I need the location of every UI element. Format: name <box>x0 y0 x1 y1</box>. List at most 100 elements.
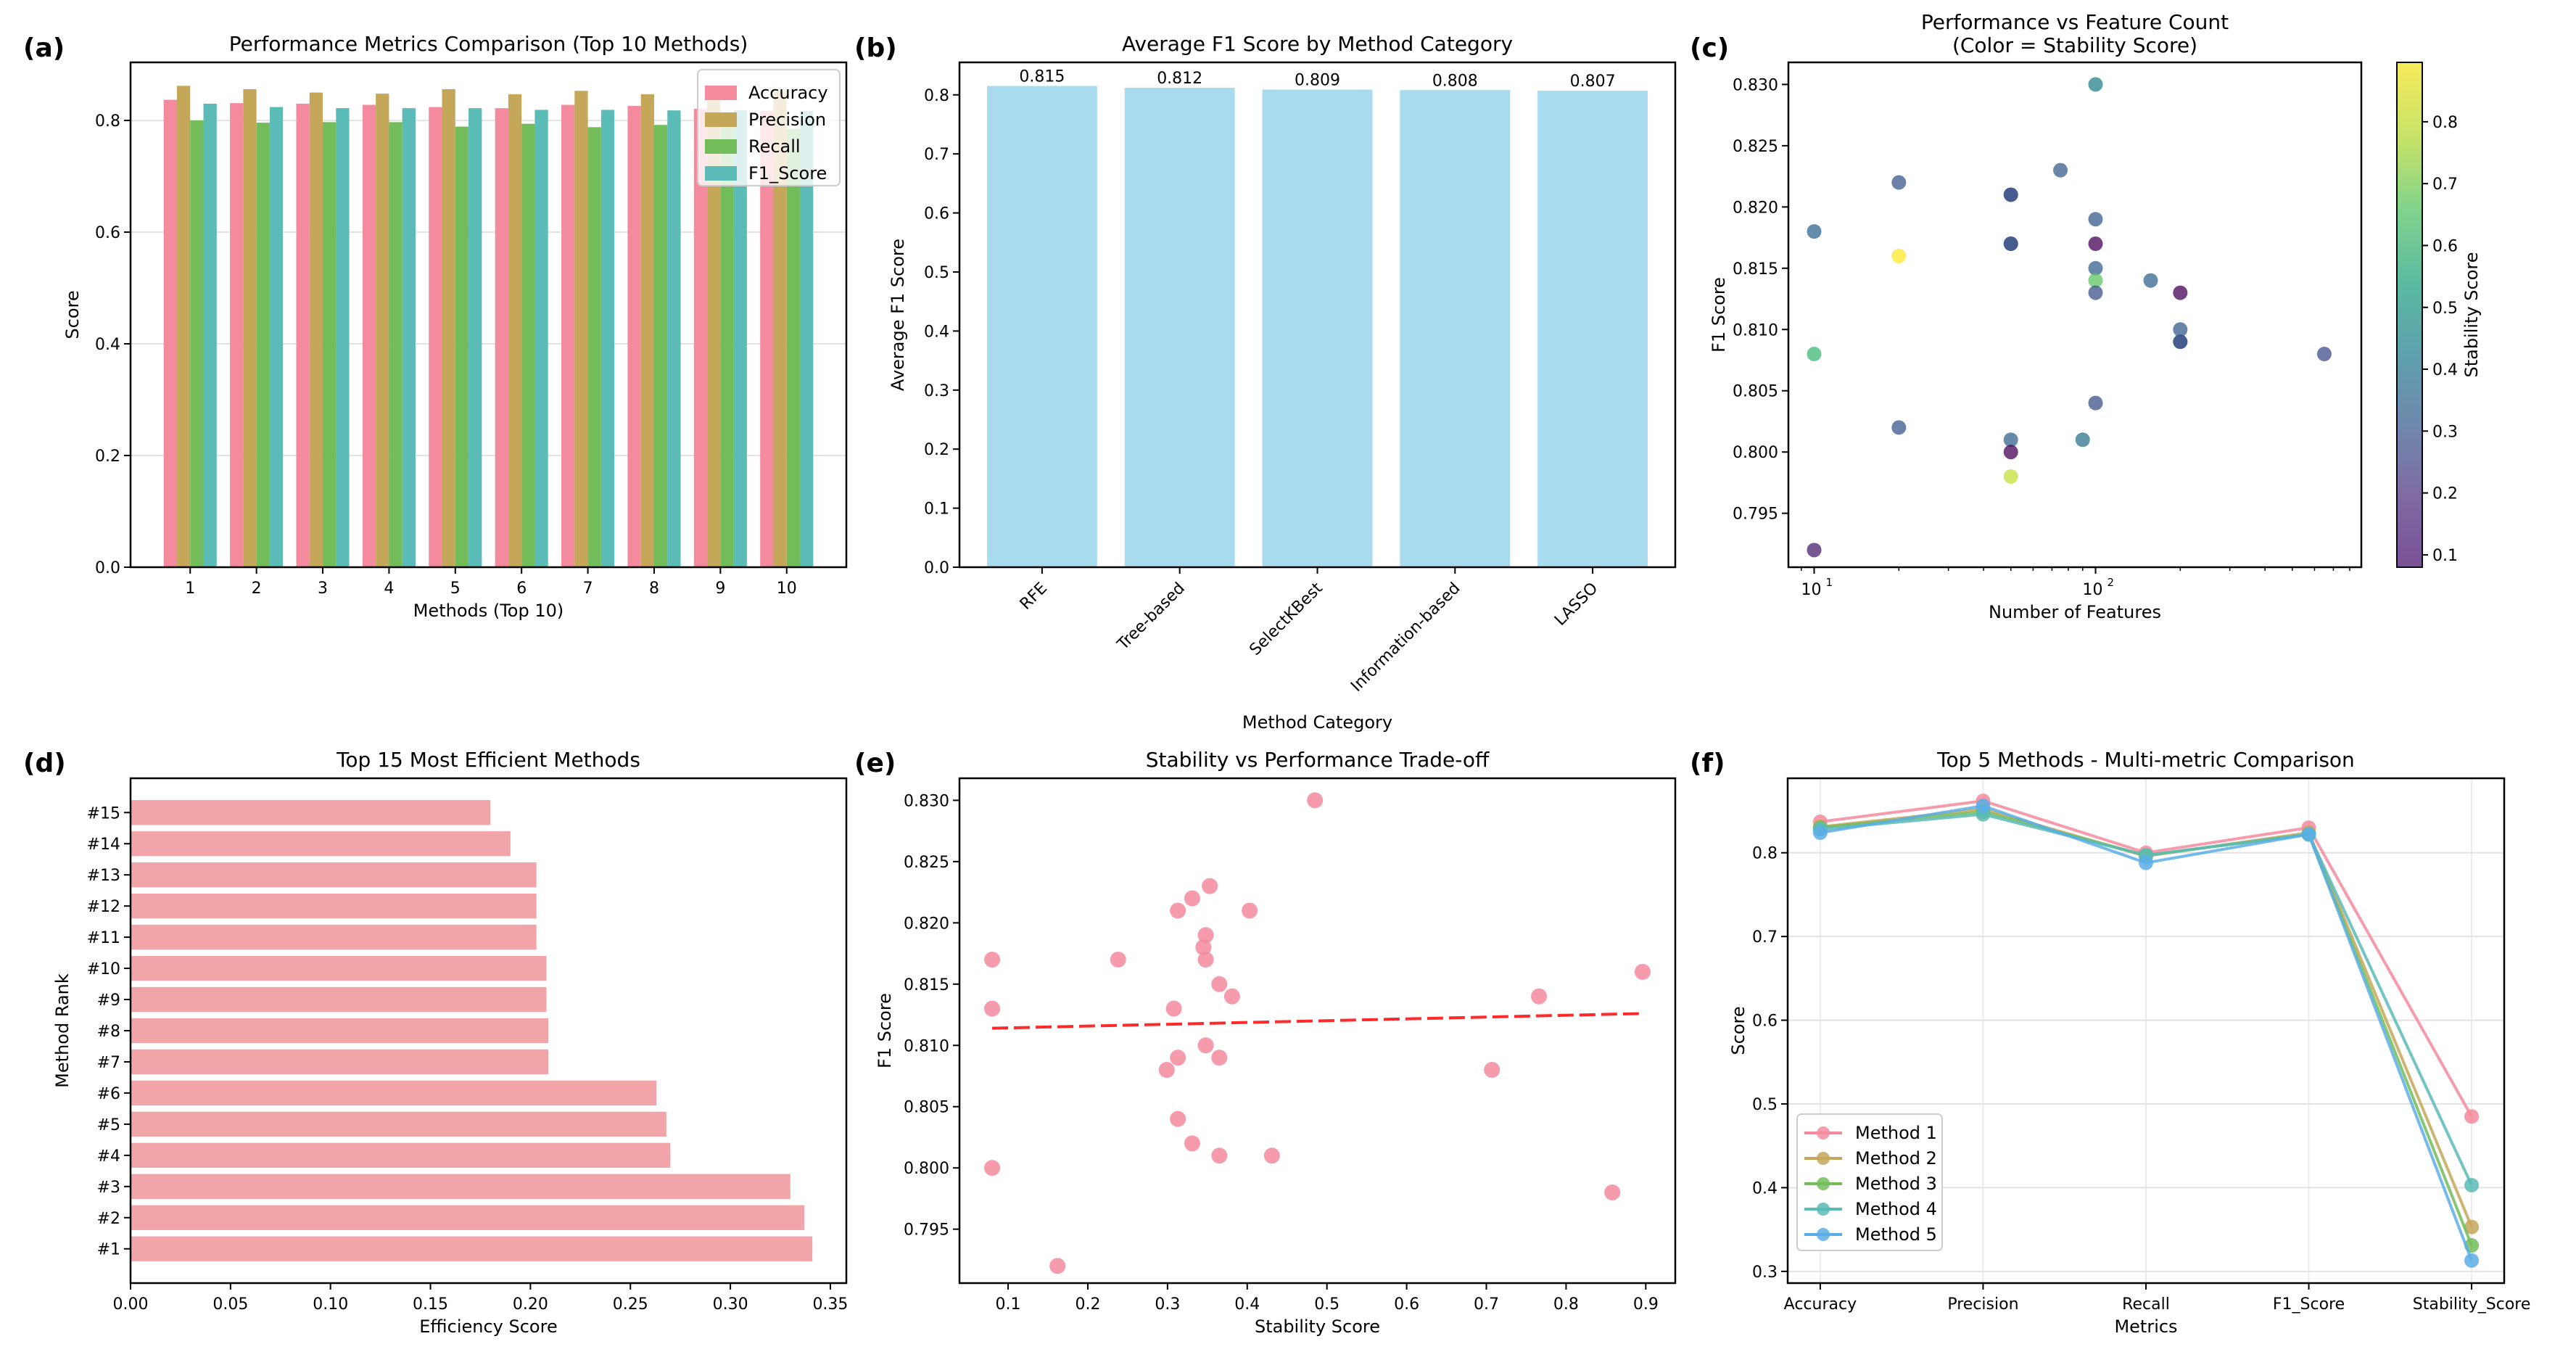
bar-value-label: 0.809 <box>1295 71 1340 89</box>
x-tick-label: 7 <box>583 580 593 598</box>
legend-label-recall: Recall <box>748 136 801 157</box>
bar-f1_score-8 <box>667 110 681 567</box>
x-tick-label: 10 <box>777 580 797 598</box>
y-tick-label: 0.4 <box>924 323 949 341</box>
panel-d-efficiency: #1 #2 #3 #4 #5 #6 #7 #8 #9 #10 #11 #12 #13 #14 #15 0.00… <box>52 748 848 1337</box>
scatter-point <box>1211 976 1228 992</box>
bar-recall-4 <box>389 122 402 568</box>
y-tick-label: 0.830 <box>1733 76 1778 94</box>
bar-rank-13 <box>131 862 537 888</box>
bar-precision-3 <box>309 92 323 568</box>
bar-recall-9 <box>720 126 734 568</box>
colorbar-tick-label: 0.1 <box>2432 547 2458 565</box>
bar-accuracy-3 <box>296 103 310 567</box>
colorbar-tick-label: 0.8 <box>2432 114 2458 132</box>
scatter-point <box>1110 952 1126 968</box>
x-tick-label: 0.2 <box>1075 1295 1100 1314</box>
bar-value-label: 0.815 <box>1019 68 1065 86</box>
y-tick-label: 0.4 <box>95 336 120 354</box>
y-tick-label: 0.810 <box>904 1037 949 1055</box>
panel-e-stability-tradeoff: 0.795 0.800 0.805 0.810 0.815 0.820 0.825 0.830… <box>875 748 1677 1337</box>
series-marker-method-5 <box>1812 825 1828 841</box>
series-marker-method-5 <box>1976 799 1991 814</box>
x-tick-label: 0.00 <box>113 1295 149 1314</box>
bar-f1_score-3 <box>336 108 350 567</box>
bar-recall-3 <box>323 122 337 568</box>
bar-f1_score-6 <box>534 110 548 567</box>
y-tick-label: #5 <box>97 1116 120 1134</box>
legend-swatch-recall <box>705 139 737 154</box>
bar-rank-5 <box>131 1111 666 1137</box>
axes-frame <box>958 61 1677 569</box>
x-tick-label: 0.8 <box>1553 1295 1579 1314</box>
y-tick-label: #4 <box>97 1147 120 1166</box>
bar-recall-2 <box>256 123 270 567</box>
scatter-point <box>1158 1062 1175 1079</box>
bar-rank-10 <box>131 955 547 981</box>
series-marker-method-5 <box>2464 1253 2480 1268</box>
bar-tree-based <box>1124 88 1235 567</box>
x-tick-label: 0.1 <box>996 1295 1021 1314</box>
x-tick-label: Recall <box>2122 1295 2170 1314</box>
bar-precision-8 <box>640 94 654 567</box>
y-tick-label: 0.830 <box>904 792 949 810</box>
x-tick-label: 0.25 <box>613 1295 648 1314</box>
legend-label-precision: Precision <box>748 110 826 130</box>
bar-value-label: 0.807 <box>1570 73 1616 91</box>
colorbar-tick-label: 0.5 <box>2432 300 2458 318</box>
legend-label-method-1: Method 1 <box>1855 1123 1937 1143</box>
y-tick-label: #14 <box>87 836 120 854</box>
scatter-point <box>1807 543 1822 558</box>
y-tick-label: #2 <box>97 1210 120 1228</box>
bar-recall-5 <box>455 126 469 568</box>
bar-accuracy-7 <box>561 104 575 567</box>
scatter-point <box>2173 334 2188 350</box>
y-tick-label: 0.5 <box>1752 1096 1778 1114</box>
scatter-point <box>1223 988 1240 1005</box>
bar-accuracy-4 <box>362 104 376 567</box>
x-tick-label: RFE <box>1017 580 1051 614</box>
scatter-point <box>1604 1184 1621 1200</box>
x-tick-label: 0.9 <box>1633 1295 1659 1314</box>
bar-f1_score-9 <box>733 110 747 567</box>
y-tick-label: 0.6 <box>924 205 949 223</box>
scatter-point <box>2143 273 2158 288</box>
x-tick-label: 2 <box>252 580 262 598</box>
bar-f1_score-7 <box>600 110 615 567</box>
legend-swatch-precision <box>705 112 737 127</box>
y-tick-label: 0.815 <box>1733 260 1778 279</box>
x-tick-label: Information-based <box>1347 580 1464 696</box>
scatter-point <box>1197 952 1214 968</box>
scatter-point <box>2173 285 2188 300</box>
y-tick-label: 0.800 <box>904 1160 949 1178</box>
panel-label-a: (a) <box>23 33 65 63</box>
x-axis-label: Metrics <box>2114 1316 2177 1337</box>
colorbar-label: Stability Score <box>2461 252 2482 377</box>
scatter-point <box>1242 902 1258 919</box>
bar-recall-1 <box>190 120 204 567</box>
panel-label-e: (e) <box>854 749 896 778</box>
bar-rank-7 <box>131 1049 549 1075</box>
x-tick-label: LASSO <box>1551 580 1601 630</box>
x-tick-label: 0.4 <box>1234 1295 1260 1314</box>
legend-label-method-4: Method 4 <box>1855 1199 1937 1219</box>
y-tick-label: 0.5 <box>924 264 949 282</box>
bar-rank-3 <box>131 1174 790 1199</box>
scatter-point <box>1165 1000 1182 1017</box>
bar-precision-4 <box>376 94 389 567</box>
scatter-point <box>2003 187 2018 202</box>
legend-swatch-f1_score <box>705 166 737 181</box>
bar-rank-2 <box>131 1205 805 1230</box>
x-tick-label: 8 <box>649 580 659 598</box>
scatter-point <box>2088 273 2103 288</box>
y-tick-label: 0.2 <box>95 448 120 466</box>
y-tick-label: 0.795 <box>1733 506 1778 524</box>
x-tick-label: Precision <box>1947 1295 2018 1314</box>
scatter-point <box>2075 432 2090 448</box>
scatter-point <box>2088 395 2103 411</box>
y-axis-label: Score <box>1728 1006 1749 1055</box>
legend: Accuracy Precision Recall F1_Score <box>697 69 841 186</box>
x-tick-label: 5 <box>450 580 461 598</box>
bar-precision-6 <box>508 94 522 567</box>
